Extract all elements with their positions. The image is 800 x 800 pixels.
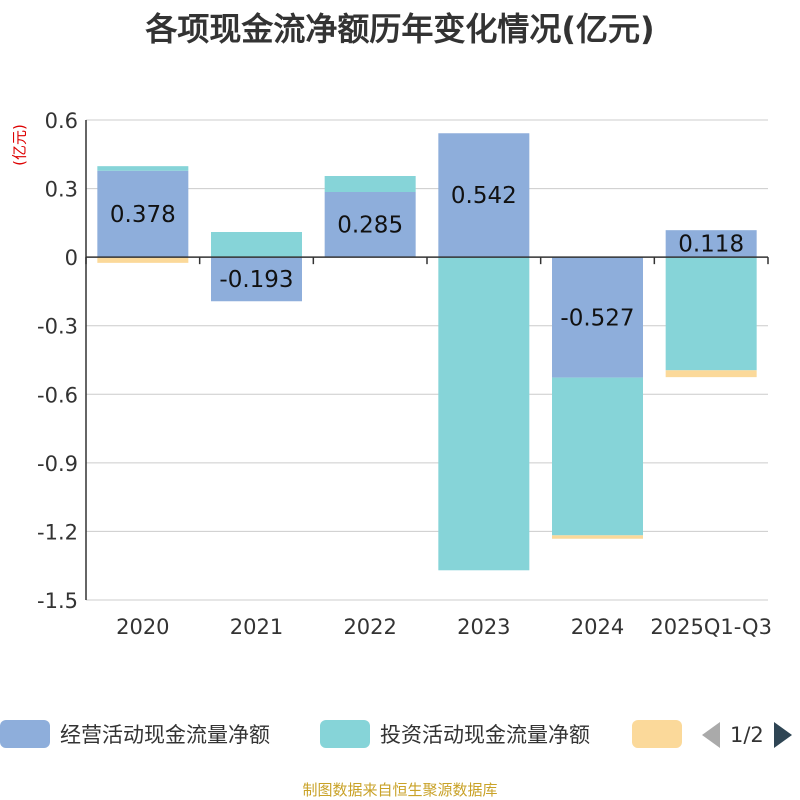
y-tick-label: -0.9 xyxy=(37,452,78,476)
legend-pager: 1/2 xyxy=(702,720,792,750)
y-tick-label: -1.5 xyxy=(37,589,78,613)
bar-1-2023[interactable] xyxy=(438,257,530,571)
bar-2-2025Q1-Q3[interactable] xyxy=(665,370,757,378)
bar-0-2020[interactable] xyxy=(97,170,189,258)
bar-1-2022[interactable] xyxy=(324,176,416,192)
bar-0-2025Q1-Q3[interactable] xyxy=(665,230,757,258)
legend: 经营活动现金流量净额 投资活动现金流量净额 1/2 xyxy=(0,712,800,756)
y-tick-label: -0.6 xyxy=(37,383,78,407)
bar-0-2022[interactable] xyxy=(324,192,416,258)
bar-1-2020[interactable] xyxy=(97,166,189,171)
bar-0-2023[interactable] xyxy=(438,133,530,258)
data-source-note: 制图数据来自恒生聚源数据库 xyxy=(302,781,498,799)
bar-1-2024[interactable] xyxy=(552,377,643,536)
bar-0-2024[interactable] xyxy=(552,257,643,378)
legend-label-operating: 经营活动现金流量净额 xyxy=(60,723,270,747)
bar-0-2021[interactable] xyxy=(211,257,302,302)
x-category-label: 2021 xyxy=(230,615,283,639)
bar-1-2025Q1-Q3[interactable] xyxy=(665,257,757,371)
x-category-label: 2024 xyxy=(571,615,624,639)
data-label: 0.378 xyxy=(110,202,176,228)
y-tick-label: 0 xyxy=(65,246,78,270)
data-label: 0.285 xyxy=(337,213,403,239)
chart-title: 各项现金流净额历年变化情况(亿元) xyxy=(145,10,655,48)
y-tick-label: 0.3 xyxy=(45,178,78,202)
y-tick-label: -0.3 xyxy=(37,315,78,339)
data-label: -0.527 xyxy=(560,305,634,331)
x-category-label: 2023 xyxy=(457,615,510,639)
legend-item-financing[interactable] xyxy=(632,720,682,748)
x-category-label: 2020 xyxy=(116,615,169,639)
y-tick-label: -1.2 xyxy=(37,520,78,544)
legend-page-indicator: 1/2 xyxy=(730,723,764,747)
legend-prev-arrow-icon[interactable] xyxy=(702,722,720,748)
legend-label-investing: 投资活动现金流量净额 xyxy=(380,723,590,747)
x-category-label: 2022 xyxy=(343,615,396,639)
bar-2-2020[interactable] xyxy=(97,257,189,263)
bar-1-2021[interactable] xyxy=(211,232,302,258)
legend-item-investing[interactable]: 投资活动现金流量净额 xyxy=(320,720,590,748)
legend-swatch-investing xyxy=(320,720,370,748)
data-label: 0.118 xyxy=(678,232,744,258)
data-label: -0.193 xyxy=(219,267,293,293)
data-label: 0.542 xyxy=(451,183,517,209)
legend-next-arrow-icon[interactable] xyxy=(773,722,792,748)
stacked-bar-chart: 0.6 0.3 0 -0.3 -0.6 -0.9 -1.2 -1.5 2020 2021 2022 2… xyxy=(37,109,772,639)
legend-item-operating[interactable]: 经营活动现金流量净额 xyxy=(0,720,270,748)
legend-swatch-operating xyxy=(0,720,50,748)
bar-2-2024[interactable] xyxy=(552,535,643,539)
x-category-label: 2025Q1-Q3 xyxy=(650,615,772,639)
legend-swatch-financing xyxy=(632,720,682,748)
y-tick-label: 0.6 xyxy=(45,109,78,133)
